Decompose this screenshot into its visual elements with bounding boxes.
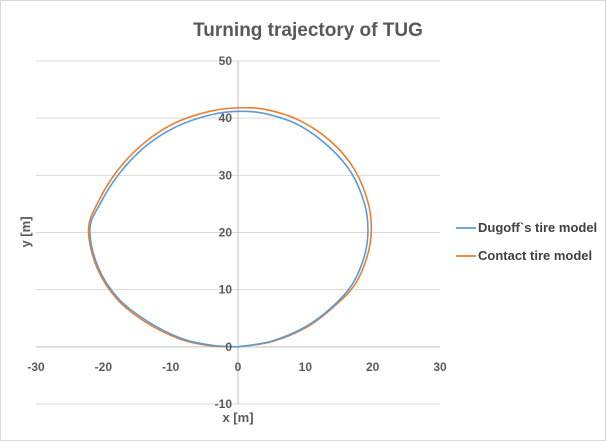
tick-labels: -30 -20 -10 0 10 20 30 -10 0 10 20 30 40 50: [27, 54, 447, 411]
y-tick-label: 50: [219, 54, 233, 68]
x-tick-label: -10: [162, 360, 180, 374]
y-tick-label: -10: [215, 397, 233, 411]
legend: Dugoff`s tire model Contact tire model: [456, 220, 597, 263]
x-axis-label: x [m]: [222, 410, 253, 425]
y-tick-label: 0: [225, 340, 232, 354]
x-tick-label: 0: [235, 360, 242, 374]
y-tick-label: 30: [219, 168, 233, 182]
legend-label: Dugoff`s tire model: [478, 220, 597, 235]
series-layer: [87, 106, 373, 348]
y-tick-label: 20: [219, 226, 233, 240]
chart-title: Turning trajectory of TUG: [193, 20, 423, 41]
series-line-contact: [87, 106, 373, 348]
y-tick-label: 10: [219, 283, 233, 297]
x-tick-label: -30: [27, 360, 45, 374]
x-tick-label: 10: [299, 360, 313, 374]
x-tick-label: 20: [366, 360, 380, 374]
x-tick-label: -20: [95, 360, 113, 374]
series-line-dugoff: [89, 110, 369, 348]
legend-label: Contact tire model: [478, 248, 592, 263]
axes: [36, 61, 440, 404]
x-tick-label: 30: [433, 360, 447, 374]
y-axis-label: y [m]: [18, 216, 33, 247]
y-tick-label: 40: [219, 111, 233, 125]
